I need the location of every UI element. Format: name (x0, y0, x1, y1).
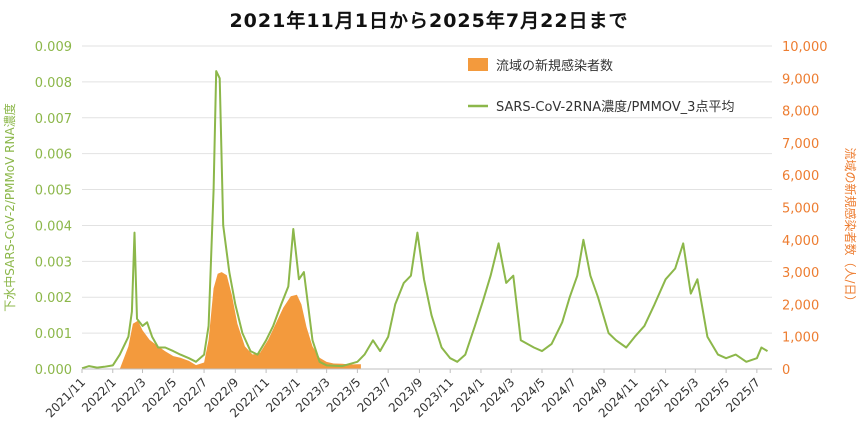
legend-label-line: SARS-CoV-2RNA濃度/PMMOV_3点平均 (496, 99, 734, 115)
y-right-tick-label: 9,000 (782, 72, 819, 87)
legend: 流域の新規感染者数 SARS-CoV-2RNA濃度/PMMOV_3点平均 (468, 58, 734, 115)
y-right-tick-label: 5,000 (782, 202, 819, 217)
x-tick-label: 2021/11 (43, 375, 88, 420)
y-left-tick-label: 0.009 (35, 40, 72, 55)
legend-swatch-bar (468, 58, 488, 71)
series-new-cases-area (119, 272, 361, 369)
series-rna-line (81, 70, 769, 370)
y-left-tick-label: 0.000 (35, 363, 72, 378)
y-right-tick-label: 2,000 (782, 298, 819, 313)
x-tick-label: 2022/7 (170, 375, 210, 415)
y-right-tick-label: 10,000 (782, 40, 828, 55)
y-left-tick-label: 0.008 (35, 76, 72, 91)
y-left-tick-label: 0.001 (35, 327, 72, 342)
chart-title: 2021年11月1日から2025年7月22日まで (229, 10, 629, 32)
y-right-tick-label: 8,000 (782, 105, 819, 120)
x-tick-label: 2025/7 (723, 375, 763, 415)
y-left-tick-label: 0.005 (35, 184, 72, 199)
y-left-axis-title: 下水中SARS-CoV-2/PMMoV RNA濃度 (2, 103, 17, 311)
y-left-tick-label: 0.006 (35, 148, 72, 163)
y-right-tick-label: 0 (782, 363, 790, 378)
y-right-axis-title: 流域の新規感染者数（人/日） (843, 147, 858, 307)
y-right-tick-label: 1,000 (782, 331, 819, 346)
y-left-tick-label: 0.003 (35, 255, 72, 270)
y-right-tick-label: 3,000 (782, 266, 819, 281)
bar-series (119, 272, 361, 369)
y-left-tick-label: 0.007 (35, 112, 72, 127)
grid-lines (82, 45, 772, 370)
y-right-tick-label: 4,000 (782, 234, 819, 249)
y-left-tick-label: 0.002 (35, 291, 72, 306)
line-series (81, 70, 769, 370)
y-right-tick-label: 7,000 (782, 137, 819, 152)
y-right-tick-label: 6,000 (782, 169, 819, 184)
y-left-tick-label: 0.004 (35, 219, 72, 234)
x-tick-label: 2023/7 (355, 375, 395, 415)
x-tick-label: 2024/7 (539, 375, 579, 415)
legend-label-bar: 流域の新規感染者数 (496, 58, 613, 74)
